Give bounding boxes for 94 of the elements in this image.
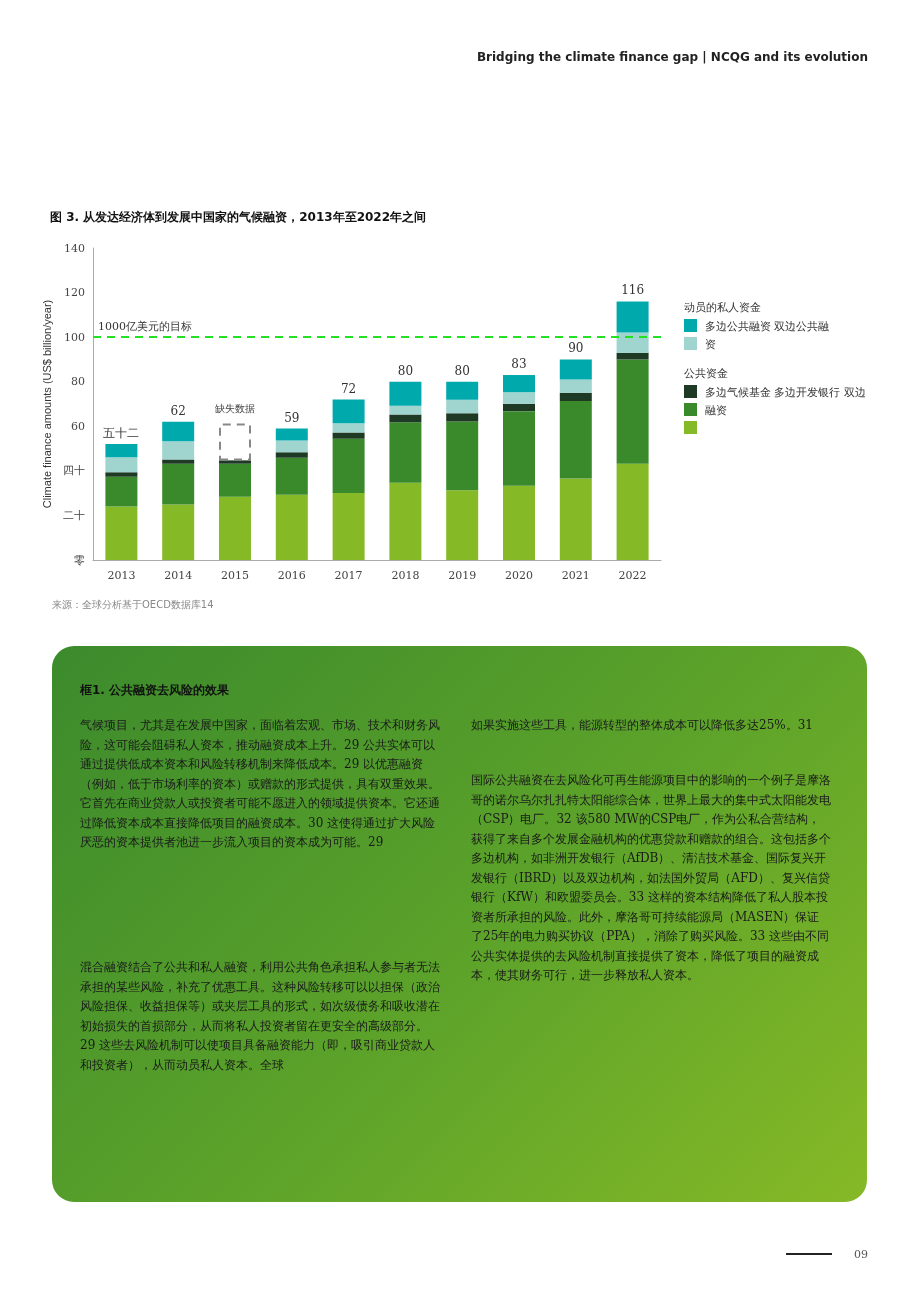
bar [446,490,479,560]
bar [275,428,308,441]
bar [219,463,251,497]
bar [616,332,649,353]
total-label: 83 [511,357,527,372]
bar [162,504,195,560]
y-tick-label: 四十 [63,464,85,478]
legend-label: 多边气候基金 多边开发银行 双边 [705,385,866,400]
y-tick-label: 100 [64,330,85,344]
bar [389,414,422,423]
y-tick-label: 零 [74,553,85,567]
x-tick-label: 2020 [505,569,533,582]
bar [559,392,592,402]
text: 国际公共融资在去风险化可再生能源项目中的影响的一个例子是摩洛哥的诺尔乌尔扎扎特太阳能综合体，世界上最大的集中式太阳能发电（CSP）电厂。32 该580 MW的CSP电厂，作为公私合营结构，获得了来自多个发展金融机构的优惠贷款和赠款的组合。这包括多个多边机构，如非洲开发银行（AfDB）、清洁技术基金、国际复兴开发银行（IBRD）以及双边机构，如法国外贸局（AFD）、复兴信贷银行（KfW）和欧盟委员会。33 这样的资本结构降低了私人股本投资者所承担的风险。此外，摩洛哥可持续能源局（MASEN）保证了25年的电力购买协议（PPA），消除了购买风险。33 这些由不同公共实体提供的去风险机制直接提供了资本，降低了项目的融资成本，使其财务可行，进一步释放私人资本。 [471,773,831,982]
bar [332,399,365,424]
text: 09 [854,1248,868,1261]
bar [332,423,365,433]
bar [105,472,138,477]
bar [162,421,195,442]
x-tick-label: 2019 [448,569,477,582]
x-tick-label: 2013 [107,569,136,582]
y-axis-title: Climate finance amounts (US$ billion/year) [40,299,53,509]
y-tick-label: 二十 [63,508,85,522]
text: Bridging the climate finance gap | NCQG and its evolution [476,50,868,64]
bar [105,476,138,507]
bar [503,375,535,393]
bar [275,494,308,560]
bar [616,301,649,333]
y-tick-label: 80 [71,375,85,389]
y-tick-label: 60 [71,419,85,433]
text: 气候项目，尤其是在发展中国家，面临着宏观、市场、技术和财务风险，这可能会阻碍私人资本，推动融资成本上升。29 公共实体可以通过提供低成本资本和风险转移机制来降低成本。29 以优惠融资（例如，低于市场利率的资本）或赠款的形式提供，具有双重效果。它首先在商业贷款人或投资者可能不愿进入的领域提供资本。它还通过降低资本成本直接降低项目的融资成本。30 这使得通过扩大风险厌恶的资本提供者池进一步流入项目的资本成为可能。29 [80,717,440,851]
total-label: 五十二 [103,426,140,441]
bar [219,423,251,461]
bar [559,379,592,393]
total-label: 59 [284,410,300,425]
bar [616,359,649,464]
bar [503,392,535,404]
bar [162,459,195,464]
bar [389,405,422,415]
annotation: 缺失数据 [215,403,255,415]
bar [446,381,479,400]
bar [616,352,649,360]
bar [503,485,535,560]
text: 如果实施这些工具，能源转型的整体成本可以降低多达25%。31 [471,717,814,734]
source-note: 来源：全球分析基于OECD数据库14 [52,598,214,612]
bar [332,432,365,439]
bar [559,478,592,560]
x-tick-label: 2017 [334,569,363,582]
bar [275,440,308,453]
bar [162,441,195,460]
text: 框1. 公共融资去风险的效果 [80,682,230,699]
chart-title: 图 3. 从发达经济体到发展中国家的气候融资，2013年至2022年之间 [50,210,427,224]
bar [275,452,308,458]
bar [446,421,479,491]
text: 动员的私人资金 [684,300,762,315]
total-label: 72 [340,381,357,396]
bar [616,463,649,560]
bar [162,463,195,505]
bar [332,492,365,560]
x-tick-label: 2021 [561,569,590,582]
legend-label: 融资 [705,403,727,418]
bar [503,411,535,486]
total-label: 80 [397,363,414,378]
bar [105,444,138,458]
x-tick-label: 2018 [391,569,420,582]
text: 公共资金 [684,366,729,381]
bar [105,506,138,560]
bar [389,381,422,406]
bar [559,401,592,479]
bar [503,403,535,412]
y-tick-label: 120 [64,286,85,300]
bar [105,457,138,473]
bar [389,422,422,483]
total-label: 116 [621,283,645,298]
x-tick-label: 2022 [618,569,647,582]
ref-line-label: 1000亿美元的目标 [98,320,192,334]
bar [219,496,251,560]
bar [446,413,479,422]
y-tick-label: 140 [64,241,85,255]
x-tick-label: 2014 [164,569,193,582]
bar [332,438,365,493]
x-tick-label: 2015 [221,569,249,582]
bar [559,359,592,380]
total-label: 62 [170,403,186,418]
bar [446,399,479,414]
bar [389,482,422,560]
bar [219,460,251,464]
total-label: 80 [454,363,470,378]
bar [275,457,308,495]
legend-label: 多边公共融资 双边公共融 [705,319,830,334]
x-tick-label: 2016 [277,569,306,582]
text: 混合融资结合了公共和私人融资，利用公共角色承担私人参与者无法承担的某些风险，补充了优惠工具。这种风险转移可以以担保（政治风险担保、收益担保等）或夹层工具的形式，如次级债务和吸收潜在初始损失的首损部分，从而将私人投资者留在更安全的高级部分。29 这些去风险机制可以使项目具备融资能力（即，吸引商业贷款人和投资者），从而动员私人资本。全球 [80,959,440,1074]
legend-label: 资 [705,337,716,352]
total-label: 90 [568,341,584,356]
